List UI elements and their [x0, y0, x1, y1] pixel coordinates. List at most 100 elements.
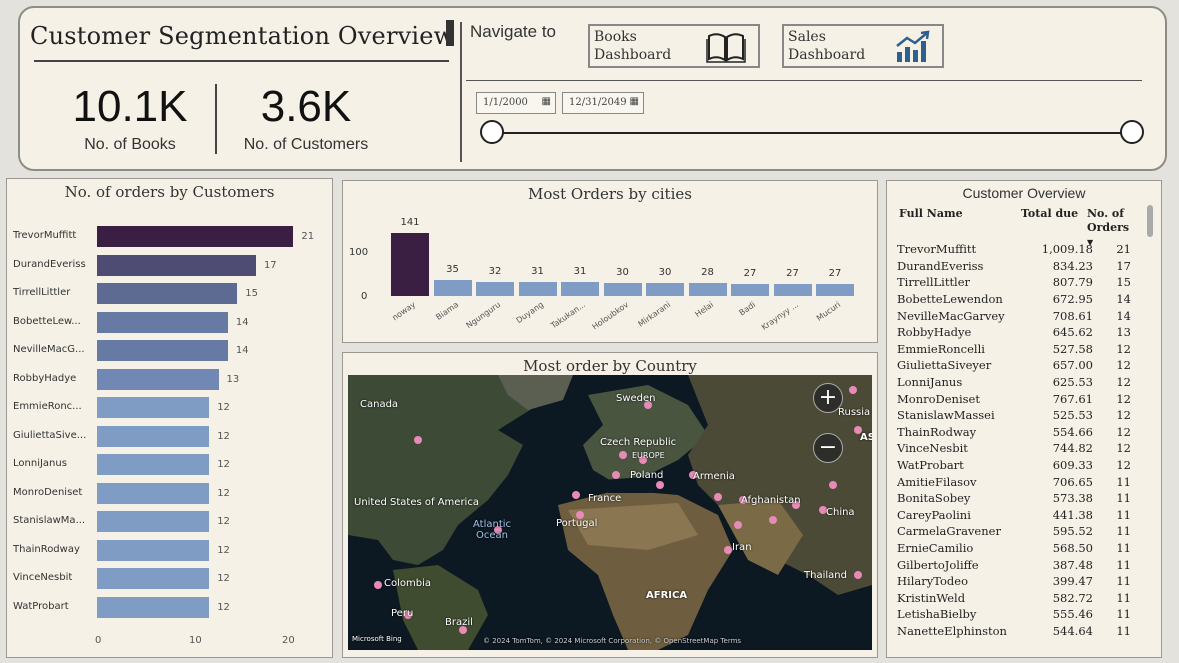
city-bar[interactable] [816, 283, 854, 296]
cell-full-name: LonniJanus [897, 375, 963, 390]
city-bar[interactable] [603, 282, 642, 296]
table-row[interactable]: BonitaSobey 573.38 11 [895, 490, 1145, 507]
table-row[interactable]: StanislawMassei 525.53 12 [895, 407, 1145, 424]
city-bar[interactable] [476, 281, 514, 296]
map-label: AFRICA [646, 590, 688, 601]
map-label: Peru [391, 608, 414, 619]
cell-full-name: ErnieCamilio [897, 540, 974, 555]
table-row[interactable]: TirrellLittler 807.79 15 [895, 274, 1145, 291]
date-slider-end-handle[interactable] [1120, 120, 1144, 144]
table-row[interactable]: MonroDeniset 767.61 12 [895, 390, 1145, 407]
customer-bar[interactable] [97, 596, 210, 618]
table-row[interactable]: ErnieCamilio 568.50 11 [895, 540, 1145, 557]
table-row[interactable]: AmitieFilasov 706.65 11 [895, 473, 1145, 490]
city-bar[interactable] [646, 282, 684, 296]
customer-bar[interactable] [97, 283, 238, 304]
end-date-input[interactable]: 12/31/2049 ▦ [562, 92, 644, 114]
world-map[interactable]: Canada Sweden Russia Czech Republic EURO… [348, 375, 872, 650]
customer-bar[interactable] [97, 454, 210, 475]
customer-bar-value: 12 [217, 459, 230, 470]
table-row[interactable]: BobetteLewendon 672.95 14 [895, 291, 1145, 308]
table-row[interactable]: ThainRodway 554.66 12 [895, 424, 1145, 441]
calendar-icon[interactable]: ▦ [629, 96, 639, 107]
customer-overview-title: Customer Overview [962, 185, 1086, 201]
map-zoom-out-button[interactable]: − [813, 433, 843, 463]
city-bar[interactable] [433, 280, 472, 296]
table-row[interactable]: EmmieRoncelli 527.58 12 [895, 341, 1145, 358]
date-slider-start-handle[interactable] [480, 120, 504, 144]
customer-bar[interactable] [97, 340, 228, 361]
table-row[interactable]: TrevorMuffitt 1,009.18 21 [895, 241, 1145, 258]
books-dashboard-button[interactable]: Books Dashboard [588, 24, 760, 68]
calendar-icon[interactable]: ▦ [541, 96, 551, 107]
table-row[interactable]: KristinWeld 582.72 11 [895, 589, 1145, 606]
city-bar[interactable] [391, 232, 429, 296]
table-row[interactable]: DurandEveriss 834.23 17 [895, 258, 1145, 275]
sales-button-line2: Dashboard [788, 47, 866, 63]
table-row[interactable]: GilbertoJoliffe 387.48 11 [895, 556, 1145, 573]
customer-bar[interactable] [97, 368, 219, 390]
city-bar[interactable] [518, 282, 557, 296]
kpi-customers-label: No. of Customers [243, 136, 369, 153]
customer-bar[interactable] [97, 311, 228, 333]
customer-bar[interactable] [97, 482, 210, 504]
cell-total-due: 625.53 [1052, 375, 1093, 390]
city-bar[interactable] [731, 283, 769, 296]
table-row[interactable]: CareyPaolini 441.38 11 [895, 507, 1145, 524]
start-date-input[interactable]: 1/1/2000 ▦ [476, 92, 556, 114]
table-row[interactable]: NanetteElphinston 544.64 11 [895, 623, 1145, 640]
table-scrollbar[interactable] [1147, 205, 1153, 237]
cell-total-due: 527.58 [1052, 341, 1093, 356]
table-row[interactable]: HilaryTodeo 399.47 11 [895, 573, 1145, 590]
table-row[interactable]: LonniJanus 625.53 12 [895, 374, 1145, 391]
map-zoom-in-button[interactable]: + [813, 383, 843, 413]
city-bar[interactable] [688, 283, 727, 296]
customer-bar[interactable] [97, 568, 210, 589]
cell-total-due: 609.33 [1052, 458, 1093, 473]
kpi-divider [215, 84, 217, 154]
customer-bar-value: 12 [217, 516, 230, 527]
cell-full-name: HilaryTodeo [897, 574, 969, 589]
customer-bar[interactable] [97, 511, 210, 532]
city-bar[interactable] [773, 283, 812, 296]
customer-bar-value: 12 [217, 544, 230, 556]
cell-no-of-orders: 12 [1116, 458, 1131, 473]
customer-bar-label: ThainRodway [13, 543, 80, 555]
table-row[interactable]: LetishaBielby 555.46 11 [895, 606, 1145, 623]
table-row[interactable]: RobbyHadye 645.62 13 [895, 324, 1145, 341]
table-row[interactable]: CarmelaGravener 595.52 11 [895, 523, 1145, 540]
map-attribution[interactable]: © 2024 TomTom, © 2024 Microsoft Corporat… [483, 637, 742, 645]
cell-no-of-orders: 12 [1116, 391, 1131, 406]
customer-bar-value: 12 [217, 601, 230, 613]
table-row[interactable]: NevilleMacGarvey 708.61 14 [895, 307, 1145, 324]
table-row[interactable]: VinceNesbit 744.82 12 [895, 440, 1145, 457]
cities-chart-title: Most Orders by cities [528, 185, 692, 203]
city-bar[interactable] [561, 282, 599, 296]
sort-desc-icon[interactable]: ▼ [1087, 237, 1094, 247]
column-header-full-name[interactable]: Full Name [899, 207, 963, 220]
cell-no-of-orders: 11 [1116, 574, 1131, 589]
cell-full-name: CareyPaolini [897, 507, 971, 522]
date-slider-track[interactable] [492, 132, 1132, 134]
customer-bar[interactable] [97, 425, 210, 447]
customer-bar[interactable] [97, 539, 210, 561]
cell-total-due: 568.50 [1052, 540, 1093, 555]
cell-no-of-orders: 11 [1116, 557, 1131, 572]
customer-bar[interactable] [97, 226, 294, 247]
cell-total-due: 525.53 [1052, 408, 1093, 423]
customer-bar[interactable] [97, 254, 256, 276]
table-row[interactable]: WatProbart 609.33 12 [895, 457, 1145, 474]
cell-full-name: NanetteElphinston [897, 623, 1007, 638]
column-header-total-due[interactable]: Total due [1021, 207, 1079, 220]
map-label: Canada [360, 399, 399, 410]
table-row[interactable]: GiuliettaSiveyer 657.00 12 [895, 357, 1145, 374]
cell-no-of-orders: 13 [1116, 325, 1131, 340]
customer-bar[interactable] [97, 397, 210, 418]
column-header-no-of-orders[interactable]: No. of Orders ▼ [1087, 207, 1133, 249]
sales-dashboard-button[interactable]: Sales Dashboard [782, 24, 944, 68]
cell-no-of-orders: 14 [1116, 308, 1131, 323]
cell-no-of-orders: 11 [1116, 491, 1131, 506]
x-tick: 0 [95, 635, 102, 646]
map-label: Poland [630, 470, 664, 481]
city-bar-value: 27 [743, 267, 757, 279]
